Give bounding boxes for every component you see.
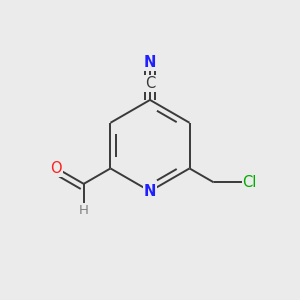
Text: C: C: [145, 76, 155, 91]
Text: N: N: [144, 184, 156, 199]
Text: N: N: [144, 55, 156, 70]
Text: H: H: [79, 204, 88, 217]
Text: Cl: Cl: [242, 175, 257, 190]
Text: O: O: [50, 161, 62, 176]
